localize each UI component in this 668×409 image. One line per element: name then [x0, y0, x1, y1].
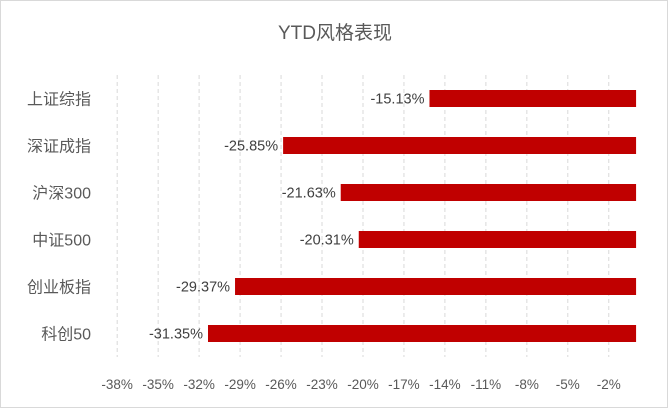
bar: [358, 231, 637, 248]
category-label: 上证综指: [27, 91, 91, 109]
x-tick-label: -32%: [183, 377, 215, 392]
bar: [340, 184, 637, 201]
x-tick-label: -29%: [224, 377, 256, 392]
x-tick-label: -14%: [429, 377, 461, 392]
x-tick-label: -11%: [471, 377, 502, 392]
category-label: 科创50: [41, 326, 91, 344]
x-tick-label: -38%: [101, 377, 133, 392]
x-axis-ticks: -38% -35% -32% -29% -26% -23% -20% -17% -14% -11%…: [101, 377, 620, 392]
x-tick-label: -8%: [515, 377, 539, 392]
x-tick-label: -20%: [347, 377, 379, 392]
x-tick-label: -23%: [306, 377, 338, 392]
data-labels: -15.13% -25.85% -21.63% -20.31% -29.37% -31.3…: [149, 92, 425, 343]
data-label: -21.63%: [282, 186, 336, 202]
data-label: -29.37%: [176, 280, 230, 296]
category-label: 沪深300: [32, 185, 91, 203]
bar: [283, 137, 637, 154]
x-tick-label: -17%: [388, 377, 420, 392]
bar: [235, 278, 637, 295]
data-label: -20.31%: [300, 233, 354, 249]
x-tick-label: -2%: [597, 377, 621, 392]
data-label: -25.85%: [224, 139, 278, 155]
bar: [207, 325, 637, 342]
data-label: -31.35%: [149, 327, 203, 343]
bars: [207, 90, 637, 342]
x-tick-label: -5%: [556, 377, 580, 392]
data-label: -15.13%: [370, 92, 424, 108]
bar: [429, 90, 637, 107]
chart-title: YTD风格表现: [278, 22, 392, 44]
x-tick-label: -26%: [265, 377, 297, 392]
category-label: 深证成指: [27, 138, 91, 156]
x-tick-label: -35%: [142, 377, 174, 392]
category-label: 中证500: [32, 232, 91, 250]
grid-lines: [116, 75, 610, 357]
category-label: 创业板指: [27, 279, 91, 297]
